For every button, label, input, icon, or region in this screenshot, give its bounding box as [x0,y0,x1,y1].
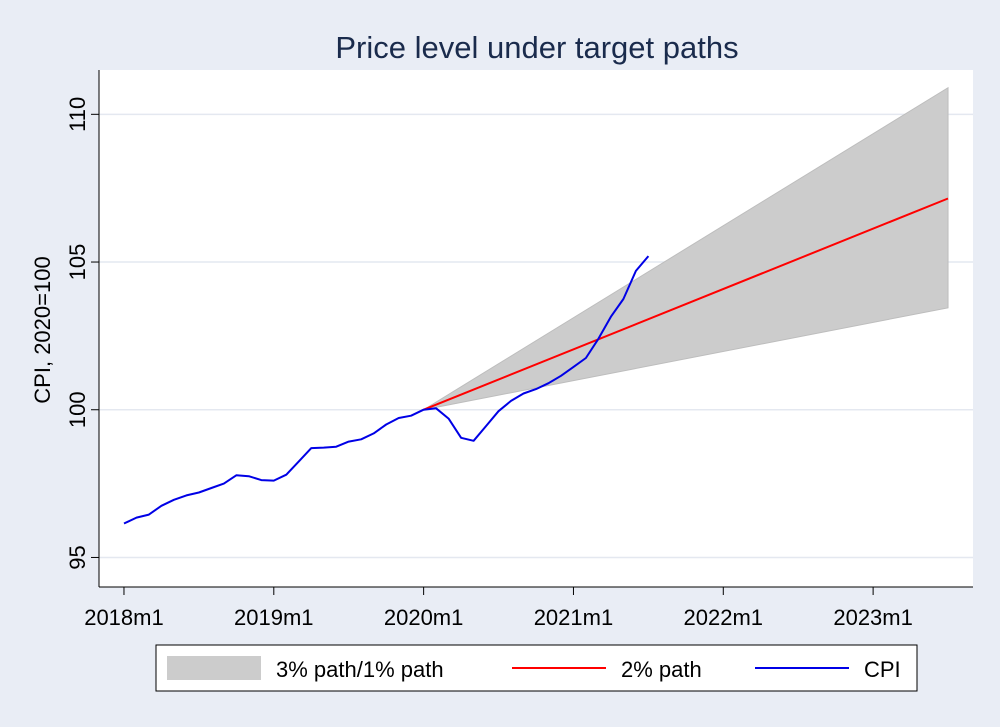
x-tick-label-2022m1: 2022m1 [684,605,764,630]
band-3pct-1pct [423,86,949,411]
y-tick-label-110: 110 [65,97,90,132]
legend-label-cpi: CPI [864,657,901,682]
x-tick-label-2021m1: 2021m1 [534,605,614,630]
y-tick-label-105: 105 [65,244,90,281]
band-layer [423,86,949,411]
chart-title: Price level under target paths [335,30,738,65]
y-tick-label-95: 95 [65,545,90,569]
series-cpi [123,255,650,525]
legend-label-band: 3% path/1% path [276,657,444,682]
y-tick-label-100: 100 [65,391,90,428]
series-2pct-path [423,197,949,411]
series-layer [123,197,949,525]
legend: 3% path/1% path 2% path CPI [155,644,918,692]
legend-swatch-band [167,656,261,680]
x-tick-label-2019m1: 2019m1 [234,605,314,630]
axes: 95 100 105 110 2018m1 2019m1 2020m1 2021m1 2022m… [65,70,973,630]
x-tick-label-2023m1: 2023m1 [833,605,913,630]
x-tick-label-2020m1: 2020m1 [384,605,464,630]
legend-label-2pct: 2% path [621,657,702,682]
y-axis-label: CPI, 2020=100 [30,256,55,403]
x-tick-label-2018m1: 2018m1 [84,605,164,630]
